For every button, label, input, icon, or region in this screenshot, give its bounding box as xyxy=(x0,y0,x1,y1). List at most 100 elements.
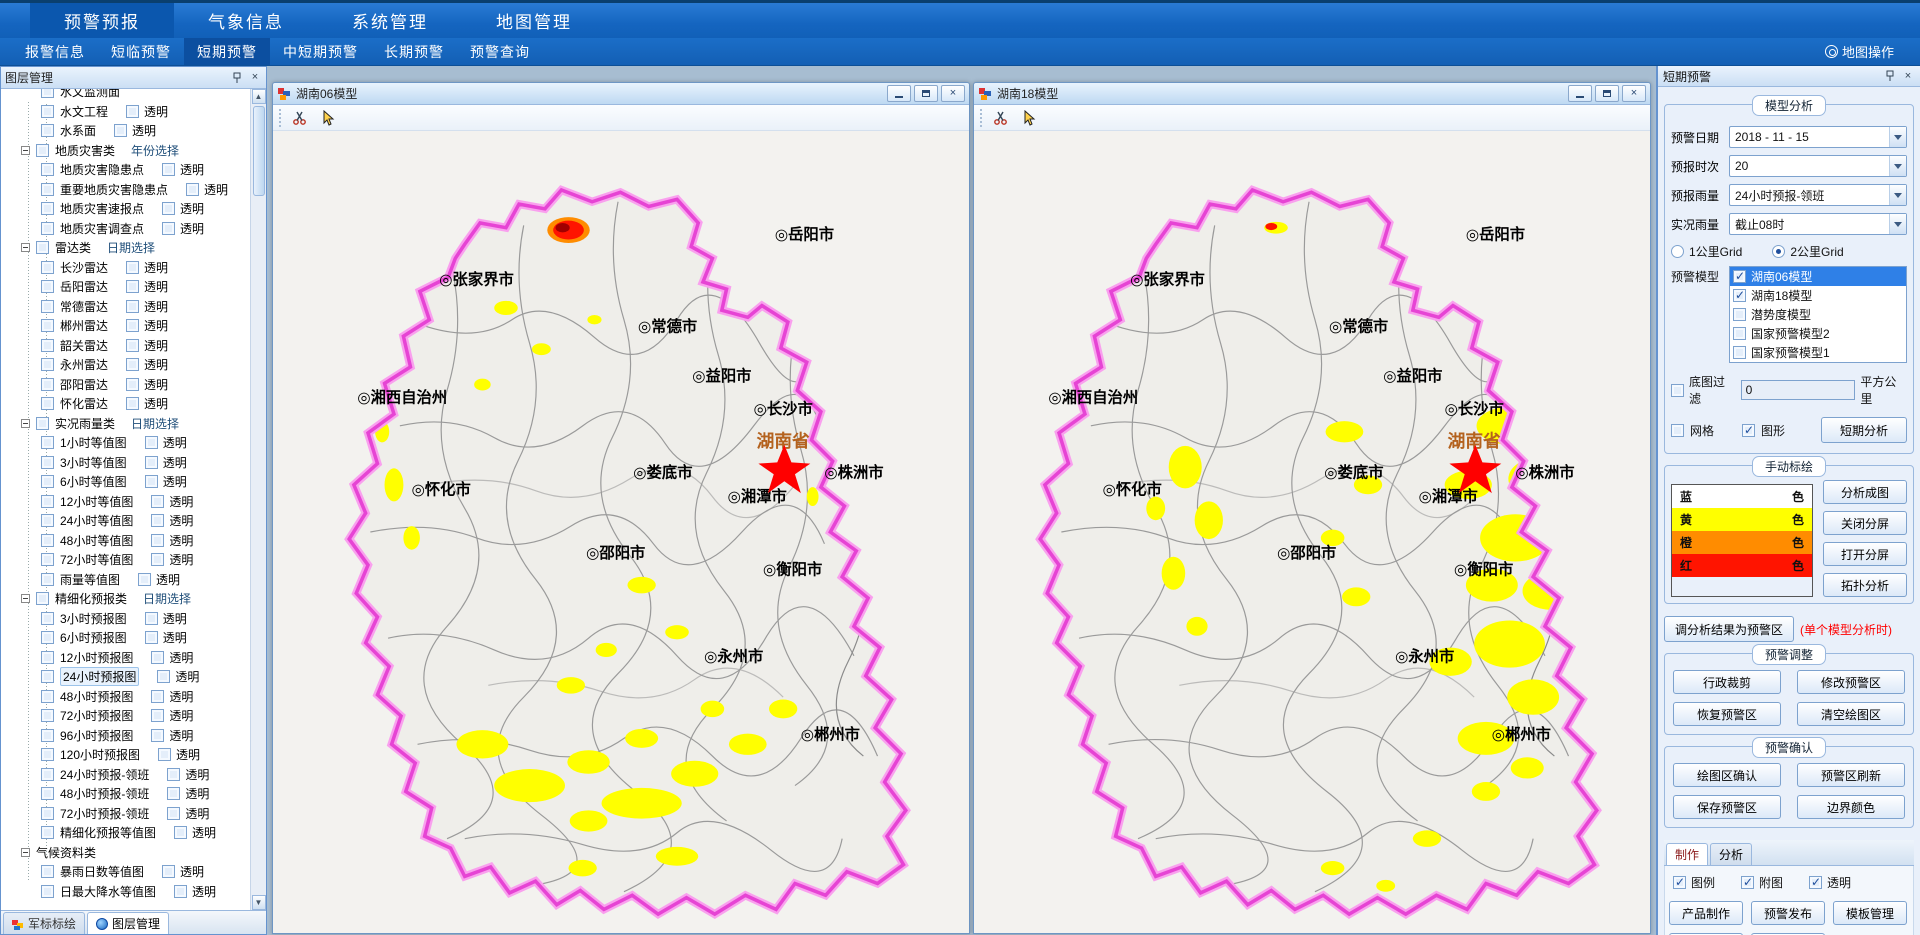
grid-checkbox[interactable] xyxy=(1671,423,1684,437)
group-date-select-label[interactable]: 日期选择 xyxy=(107,241,156,256)
tree-item[interactable]: 韶关雷达 透明 xyxy=(1,336,250,356)
model-checkbox[interactable] xyxy=(1733,269,1746,283)
map-window-titlebar[interactable]: 湖南18模型 × xyxy=(974,83,1650,105)
transparent-checkbox[interactable] xyxy=(144,631,158,645)
transparent-checkbox[interactable] xyxy=(151,494,165,508)
layer-checkbox[interactable] xyxy=(41,494,54,508)
model-checkbox[interactable] xyxy=(1733,327,1746,340)
color-row[interactable]: 黄色 xyxy=(1672,508,1812,531)
collapse-icon[interactable] xyxy=(21,243,30,253)
chevron-down-icon[interactable] xyxy=(1889,214,1906,234)
tree-item[interactable]: 岳阳雷达 透明 xyxy=(1,277,250,297)
layer-checkbox[interactable] xyxy=(41,299,54,313)
transparent-checkbox[interactable] xyxy=(167,787,181,801)
tree-item[interactable]: 水文工程 透明 xyxy=(1,102,250,122)
group-date-select-label[interactable]: 日期选择 xyxy=(131,416,180,431)
layer-checkbox[interactable] xyxy=(41,650,54,664)
tree-item[interactable]: 12小时等值图 透明 xyxy=(1,492,250,512)
tree-item[interactable]: 3小时预报图 透明 xyxy=(1,609,250,629)
model-list-item[interactable]: 国家预警模型1 xyxy=(1730,343,1906,362)
group-date-select-label[interactable]: 日期选择 xyxy=(143,592,192,607)
tree-item[interactable]: 水系面 透明 xyxy=(1,121,250,141)
layer-checkbox[interactable] xyxy=(36,592,49,606)
tree-item[interactable]: 24小时预报图 透明 xyxy=(1,667,250,687)
transparent-checkbox[interactable] xyxy=(151,728,165,742)
template-manage-button[interactable]: 模板管理 xyxy=(1833,901,1908,925)
layer-checkbox[interactable] xyxy=(41,89,54,99)
tree-item[interactable]: 72小时预报图 透明 xyxy=(1,706,250,726)
open-split-button[interactable]: 打开分屏 xyxy=(1823,542,1907,566)
tree-item[interactable]: 12小时预报图 透明 xyxy=(1,648,250,668)
tree-item[interactable]: 120小时预报图 透明 xyxy=(1,745,250,765)
collapse-icon[interactable] xyxy=(21,418,30,428)
sms-publish-button[interactable]: 短信发布 xyxy=(1669,933,1744,935)
transparent-checkbox[interactable] xyxy=(151,553,165,567)
layer-checkbox[interactable] xyxy=(41,124,54,138)
top-tab-map-mgmt[interactable]: 地图管理 xyxy=(496,13,572,32)
layer-checkbox[interactable] xyxy=(36,143,49,157)
model-checkbox[interactable] xyxy=(1733,288,1746,302)
tree-group[interactable]: 实况雨量类 日期选择 xyxy=(1,414,250,434)
area-filter-input[interactable]: 0 xyxy=(1740,380,1856,400)
tree-item[interactable]: 72小时预报-领班 透明 xyxy=(1,804,250,824)
tree-item[interactable]: 雨量等值图 透明 xyxy=(1,570,250,590)
border-color-button[interactable]: 边界颜色 xyxy=(1797,795,1905,819)
layer-checkbox[interactable] xyxy=(41,221,54,235)
chevron-down-icon[interactable] xyxy=(1889,185,1906,205)
group-date-select-label[interactable]: 年份选择 xyxy=(131,143,180,158)
tree-item[interactable]: 长沙雷达 透明 xyxy=(1,258,250,278)
tree-item[interactable]: 常德雷达 透明 xyxy=(1,297,250,317)
tree-item[interactable]: 郴州雷达 透明 xyxy=(1,316,250,336)
layer-checkbox[interactable] xyxy=(41,865,54,879)
tree-item[interactable]: 精细化预报等值图 透明 xyxy=(1,823,250,843)
transparent-checkbox[interactable] xyxy=(126,377,140,391)
tab-military-plot[interactable]: 军标标绘 xyxy=(3,912,86,934)
layer-checkbox[interactable] xyxy=(36,241,49,255)
observed-rain-combo[interactable]: 截止08时 xyxy=(1729,213,1907,235)
transparent-checkbox[interactable] xyxy=(126,299,140,313)
layer-checkbox[interactable] xyxy=(41,377,54,391)
layer-checkbox[interactable] xyxy=(41,631,54,645)
tree-item[interactable]: 暴雨日数等值图 透明 xyxy=(1,862,250,882)
layer-checkbox[interactable] xyxy=(41,182,54,196)
legend-checkbox[interactable] xyxy=(1673,875,1686,889)
tree-item[interactable]: 邵阳雷达 透明 xyxy=(1,375,250,395)
layer-checkbox[interactable] xyxy=(41,728,54,742)
transparent-checkbox[interactable] xyxy=(144,475,158,489)
confirm-draw-area-button[interactable]: 绘图区确认 xyxy=(1673,763,1781,787)
transparent-checkbox[interactable] xyxy=(151,689,165,703)
transparent-checkbox[interactable] xyxy=(151,709,165,723)
transparent-checkbox[interactable] xyxy=(162,202,176,216)
transparent-checkbox[interactable] xyxy=(114,124,128,138)
restore-icon[interactable] xyxy=(914,85,938,102)
tree-item[interactable]: 怀化雷达 透明 xyxy=(1,394,250,414)
model-list-item[interactable]: 湖南18模型 xyxy=(1730,286,1906,305)
sub-tab-longterm-warning[interactable]: 长期预警 xyxy=(384,43,444,60)
tree-group[interactable]: 气候资料类 xyxy=(1,843,250,863)
close-icon[interactable]: × xyxy=(1622,85,1646,102)
color-row[interactable]: 蓝色 xyxy=(1672,485,1812,508)
layer-checkbox[interactable] xyxy=(41,533,54,547)
shortterm-analysis-button[interactable]: 短期分析 xyxy=(1821,417,1907,443)
layer-checkbox[interactable] xyxy=(41,104,54,118)
map-canvas-hunan18[interactable]: ◎岳阳市 ◎张家界市 ◎常德市 ◎益阳市 ◎湘西自治州 ◎长沙市 湖南省 ◎娄底… xyxy=(974,131,1650,933)
layer-checkbox[interactable] xyxy=(41,475,54,489)
collapse-icon[interactable] xyxy=(21,594,30,604)
transparent-checkbox[interactable] xyxy=(126,358,140,372)
transparent-checkbox[interactable] xyxy=(151,650,165,664)
layer-checkbox[interactable] xyxy=(41,280,54,294)
tree-item[interactable]: 48小时预报-领班 透明 xyxy=(1,784,250,804)
layer-checkbox[interactable] xyxy=(41,611,54,625)
transparent-checkbox[interactable] xyxy=(186,182,200,196)
tab-layer-manager[interactable]: 图层管理 xyxy=(87,912,170,934)
tree-item[interactable]: 永州雷达 透明 xyxy=(1,355,250,375)
top-tab-weather-info[interactable]: 气象信息 xyxy=(208,13,284,32)
forecast-rain-combo[interactable]: 24小时预报-领班 xyxy=(1729,184,1907,206)
layer-checkbox[interactable] xyxy=(41,806,54,820)
product-make-button[interactable]: 产品制作 xyxy=(1669,901,1744,925)
tree-item[interactable]: 48小时等值图 透明 xyxy=(1,531,250,551)
sub-tab-midshort-warning[interactable]: 中短期预警 xyxy=(283,43,358,60)
transparent-checkbox[interactable] xyxy=(157,670,171,684)
layer-checkbox[interactable] xyxy=(41,338,54,352)
tree-item[interactable]: 水文监测面 xyxy=(1,89,250,102)
